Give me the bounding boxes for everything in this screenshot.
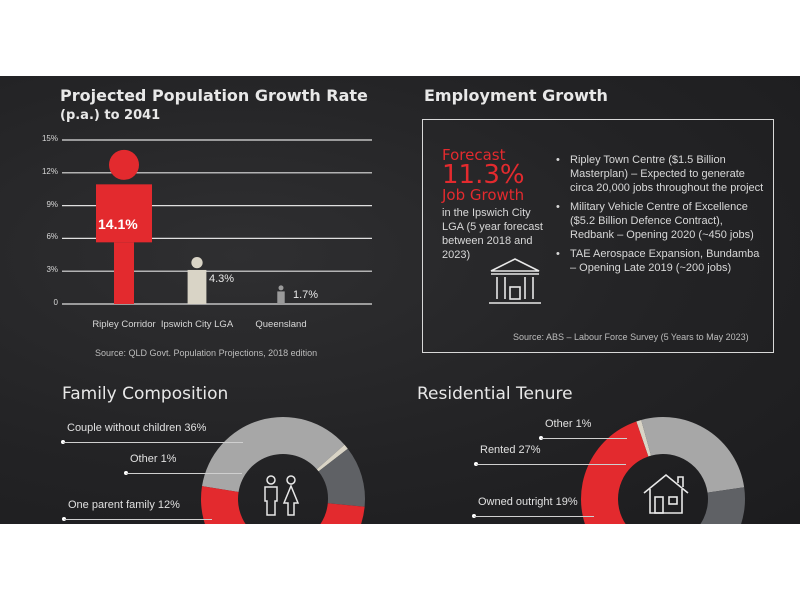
legend-other-tenure-line: [541, 438, 627, 439]
legend-rented-line: [476, 464, 626, 465]
value-label: 14.1%: [98, 216, 138, 233]
category-label: Ripley Corridor: [92, 319, 156, 330]
legend-other-family: Other 1%: [130, 453, 177, 465]
value-label: 4.3%: [209, 273, 235, 286]
family-title: Family Composition: [62, 384, 229, 404]
pie-slice: [641, 417, 745, 493]
employment-box: [422, 119, 774, 353]
bar-body: [277, 291, 285, 304]
y-tick-label: 6%: [46, 232, 58, 242]
list-item: Military Vehicle Centre of Excellence ($…: [556, 200, 766, 242]
y-tick-label: 0: [53, 298, 58, 307]
legend-other-tenure: Other 1%: [545, 418, 592, 430]
people-icon: [264, 475, 300, 516]
legend-couple-line: [63, 442, 243, 443]
y-tick-label: 15%: [41, 134, 58, 143]
category-label: Queensland: [255, 319, 307, 330]
category-label: Ipswich City LGA: [160, 319, 234, 330]
bar-person: [277, 285, 285, 304]
legend-one-parent: One parent family 12%: [68, 499, 180, 511]
legend-couple: Couple without children 36%: [67, 422, 207, 434]
y-tick-label: 12%: [41, 166, 58, 176]
value-label: 1.7%: [293, 288, 319, 301]
legend-one-parent-line: [64, 519, 212, 520]
population-title-line2: (p.a.) to 2041: [60, 108, 161, 123]
y-tick-label: 3%: [46, 265, 58, 275]
forecast-label: Forecast: [442, 146, 506, 164]
pie-slice: [581, 421, 649, 524]
legend-owned-line: [474, 516, 594, 517]
infographic: Projected Population Growth Rate (p.a.) …: [0, 76, 800, 524]
bar-head: [109, 149, 139, 180]
tenure-title: Residential Tenure: [417, 384, 573, 404]
building-icon: [489, 258, 541, 304]
bar-person: [96, 149, 152, 304]
employment-project-list: Ripley Town Centre ($1.5 Billion Masterp…: [556, 153, 766, 280]
bar-person: [187, 256, 207, 304]
population-chart: [62, 139, 372, 305]
list-item: TAE Aerospace Expansion, Bundamba – Open…: [556, 247, 766, 275]
employment-source: Source: ABS – Labour Force Survey (5 Yea…: [513, 332, 749, 342]
house-icon: [643, 473, 689, 514]
population-title-line1: Projected Population Growth Rate: [60, 86, 368, 105]
employment-description: in the Ipswich City LGA (5 year forecast…: [442, 207, 543, 261]
bar-legs: [114, 242, 134, 304]
bar-body: [187, 269, 207, 304]
pie-slice: [316, 444, 348, 472]
pie-slice: [318, 448, 365, 507]
bar-body: [96, 184, 152, 243]
legend-owned: Owned outright 19%: [478, 496, 578, 508]
tenure-donut-chart: [581, 417, 745, 524]
y-tick-label: 9%: [46, 199, 58, 209]
pie-slice: [201, 486, 365, 524]
growth-value: 11.3%: [442, 160, 525, 190]
employment-title: Employment Growth: [424, 86, 608, 105]
list-item: Ripley Town Centre ($1.5 Billion Masterp…: [556, 153, 766, 195]
bar-head: [278, 285, 284, 291]
pie-slice: [636, 419, 652, 457]
bar-head: [191, 256, 203, 269]
legend-other-family-line: [126, 473, 242, 474]
population-title: Projected Population Growth Rate (p.a.) …: [60, 86, 368, 123]
job-growth-label: Job Growth: [442, 186, 525, 204]
population-source: Source: QLD Govt. Population Projections…: [95, 348, 318, 358]
legend-rented: Rented 27%: [480, 444, 541, 456]
pie-slice: [700, 487, 745, 524]
